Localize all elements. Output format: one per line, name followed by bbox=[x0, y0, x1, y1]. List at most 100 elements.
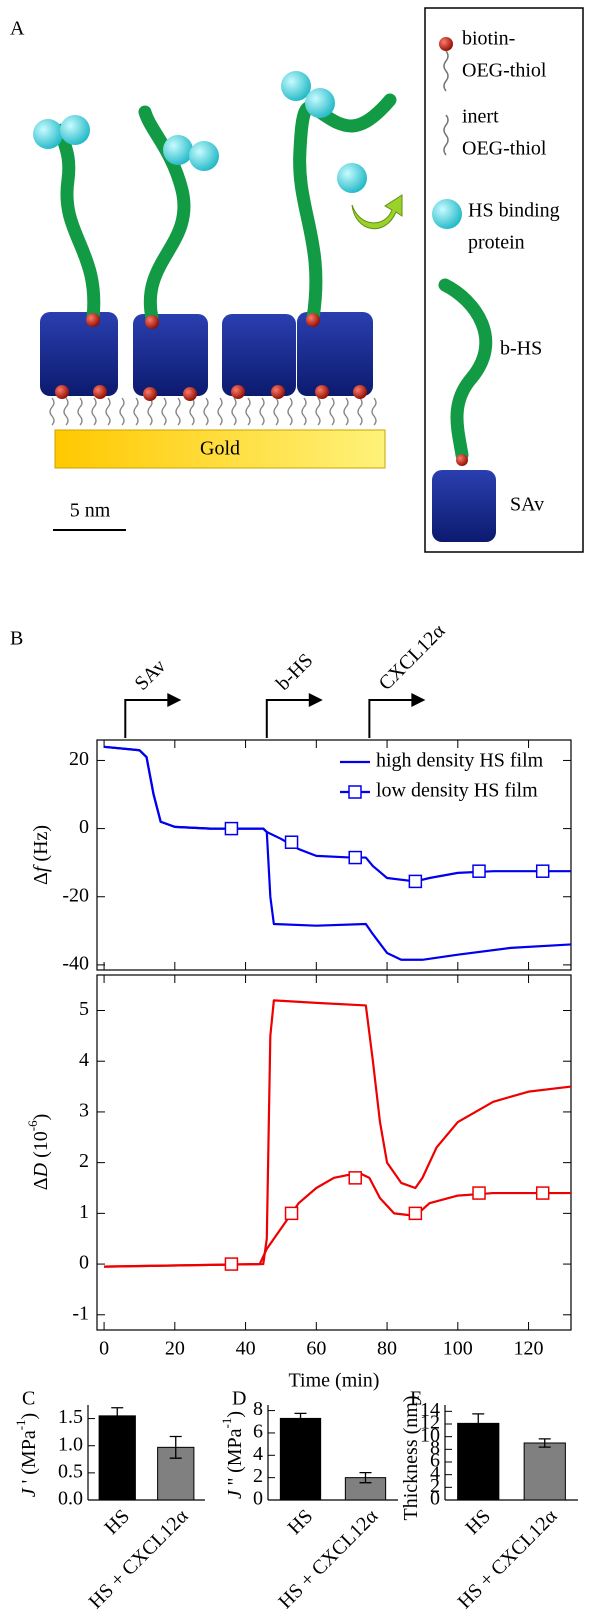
label-part: (Hz) bbox=[30, 825, 52, 867]
label-part: Δ bbox=[30, 872, 52, 885]
biotin bbox=[315, 385, 329, 399]
thiol bbox=[49, 397, 55, 426]
y-tick-label: -20 bbox=[62, 884, 89, 906]
y-tick-label: 4 bbox=[253, 1443, 263, 1465]
y-tick-label: 0 bbox=[253, 1488, 263, 1510]
legend-label: high density HS film bbox=[376, 750, 544, 772]
bar bbox=[457, 1422, 500, 1501]
y-tick-label: 1.5 bbox=[58, 1406, 83, 1428]
hs-chain bbox=[138, 105, 191, 325]
hs-chain bbox=[293, 93, 397, 325]
label-part: -1 bbox=[219, 1418, 234, 1429]
y-tick-label: -40 bbox=[62, 952, 89, 974]
biotin bbox=[145, 315, 159, 329]
event-arrowhead bbox=[308, 693, 323, 707]
series-marker bbox=[224, 821, 239, 836]
x-tick-label: 20 bbox=[165, 1338, 185, 1360]
series-marker bbox=[224, 1257, 239, 1271]
y-tick-label: 10 bbox=[420, 1424, 440, 1446]
y-axis-label: Δf (Hz) bbox=[30, 825, 52, 885]
series-marker bbox=[408, 874, 423, 889]
y-axis-label: Thickness (nm) bbox=[400, 1396, 422, 1521]
biotin bbox=[93, 385, 107, 399]
series-marker bbox=[284, 1206, 299, 1221]
x-tick-label: HS bbox=[284, 1505, 318, 1539]
series-marker bbox=[535, 1186, 550, 1200]
x-tick-label: HS bbox=[461, 1505, 495, 1539]
y-tick-label: 2 bbox=[253, 1465, 263, 1487]
error-bar bbox=[472, 1413, 485, 1434]
y-tick-label: 1.0 bbox=[58, 1433, 83, 1455]
thiol bbox=[119, 397, 125, 426]
legend-sav bbox=[432, 470, 496, 542]
series-marker bbox=[284, 835, 299, 849]
label-part: ) bbox=[224, 1411, 246, 1418]
biotin-dots bbox=[55, 313, 367, 401]
thiol bbox=[371, 397, 377, 426]
label-part: ) bbox=[30, 1114, 52, 1121]
legend-text: biotin- bbox=[462, 28, 515, 50]
event-arrowhead bbox=[411, 693, 426, 707]
label-part: Thickness (nm) bbox=[400, 1396, 422, 1521]
y-axis-label: J '' (MPa-1) bbox=[219, 1411, 245, 1499]
legend-biotin bbox=[439, 37, 453, 51]
label-part: -6 bbox=[25, 1120, 40, 1131]
y-tick-label: 1 bbox=[79, 1201, 89, 1223]
error-bar bbox=[169, 1435, 182, 1459]
series-line bbox=[103, 745, 571, 883]
thiol bbox=[343, 397, 349, 426]
thiol-layer bbox=[49, 397, 377, 426]
thiol bbox=[329, 397, 335, 426]
legend-thiol bbox=[443, 50, 449, 92]
error-bar bbox=[359, 1471, 372, 1484]
x-axis-label: Time (min) bbox=[289, 1370, 380, 1392]
thiol bbox=[63, 397, 69, 426]
sav bbox=[297, 312, 373, 396]
sav bbox=[40, 312, 118, 396]
x-tick-label: 40 bbox=[236, 1338, 256, 1360]
thiol bbox=[175, 397, 181, 426]
label-part: J bbox=[224, 1489, 246, 1499]
event-label: b-HS bbox=[272, 649, 317, 694]
biotin bbox=[231, 385, 245, 399]
y-tick-label: 2 bbox=[79, 1150, 89, 1172]
legend-text: inert bbox=[462, 106, 499, 128]
y-tick-label: 0 bbox=[430, 1488, 440, 1510]
series-marker bbox=[472, 864, 486, 878]
y-tick-label: 0.0 bbox=[58, 1488, 83, 1510]
protein bbox=[305, 88, 335, 118]
biotin bbox=[271, 385, 285, 399]
legend-text: HS binding bbox=[468, 200, 560, 222]
event-label: SAv bbox=[131, 655, 171, 695]
x-tick-label: HS bbox=[100, 1505, 134, 1539]
protein bbox=[337, 163, 367, 193]
series-line bbox=[104, 1171, 571, 1268]
thiol bbox=[189, 397, 195, 426]
y-tick-label: 8 bbox=[430, 1437, 440, 1459]
error-bar bbox=[111, 1407, 124, 1425]
release-arrow bbox=[351, 194, 403, 230]
protein bbox=[163, 135, 193, 165]
gold-substrate bbox=[54, 429, 386, 469]
thiol bbox=[133, 397, 139, 426]
error-bar bbox=[294, 1412, 307, 1425]
sav bbox=[222, 314, 296, 396]
series-marker bbox=[408, 1206, 423, 1221]
thiol bbox=[287, 397, 293, 426]
y-tick-label: 6 bbox=[430, 1450, 440, 1472]
label-part: f bbox=[30, 864, 52, 872]
biotin bbox=[86, 313, 100, 327]
legend-text: OEG-thiol bbox=[462, 60, 547, 82]
event-arrow bbox=[265, 699, 311, 738]
y-tick-label: -1 bbox=[72, 1302, 89, 1324]
label-part: ) bbox=[18, 1413, 40, 1420]
series-marker bbox=[535, 864, 550, 878]
y-tick-label: 3 bbox=[79, 1100, 89, 1122]
panel-label: A bbox=[10, 18, 25, 40]
y-tick-label: 14 bbox=[420, 1399, 440, 1421]
label-part: (10 bbox=[30, 1131, 52, 1163]
bar bbox=[279, 1417, 322, 1501]
legend-text: SAv bbox=[510, 494, 544, 516]
y-tick-label: 0.5 bbox=[58, 1460, 83, 1482]
y-tick-label: 0 bbox=[79, 1252, 89, 1274]
